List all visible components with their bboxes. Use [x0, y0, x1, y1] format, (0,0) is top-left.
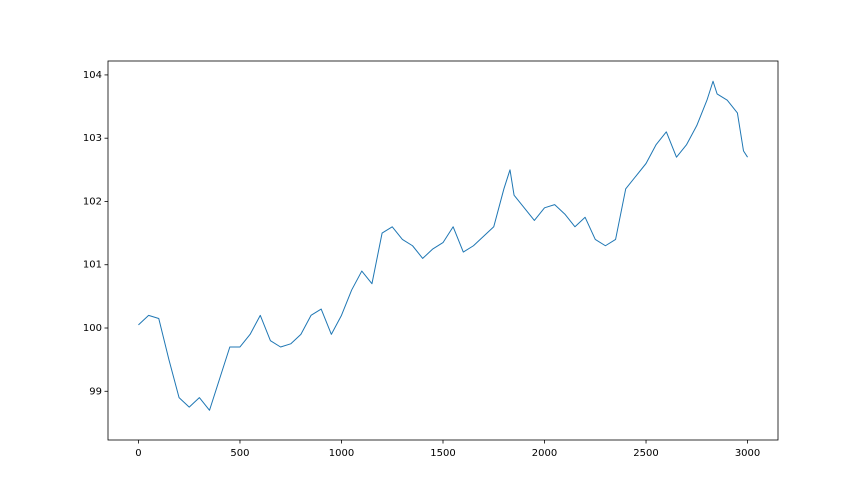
- data-line: [138, 80, 748, 411]
- x-tick-label: 2000: [532, 448, 557, 459]
- y-tick-label: 99: [89, 386, 102, 397]
- x-tick-label: 3000: [735, 448, 760, 459]
- x-tick-label: 500: [230, 448, 249, 459]
- x-tick-label: 1000: [329, 448, 354, 459]
- y-tick-label: 102: [83, 196, 102, 207]
- x-tick-label: 0: [135, 448, 141, 459]
- x-tick-label: 2500: [633, 448, 658, 459]
- x-tick-label: 1500: [430, 448, 455, 459]
- y-tick-label: 100: [83, 323, 102, 334]
- y-tick-label: 104: [83, 70, 102, 81]
- axes-frame: [107, 60, 779, 441]
- y-tick-label: 101: [83, 260, 102, 271]
- y-tick-label: 103: [83, 133, 102, 144]
